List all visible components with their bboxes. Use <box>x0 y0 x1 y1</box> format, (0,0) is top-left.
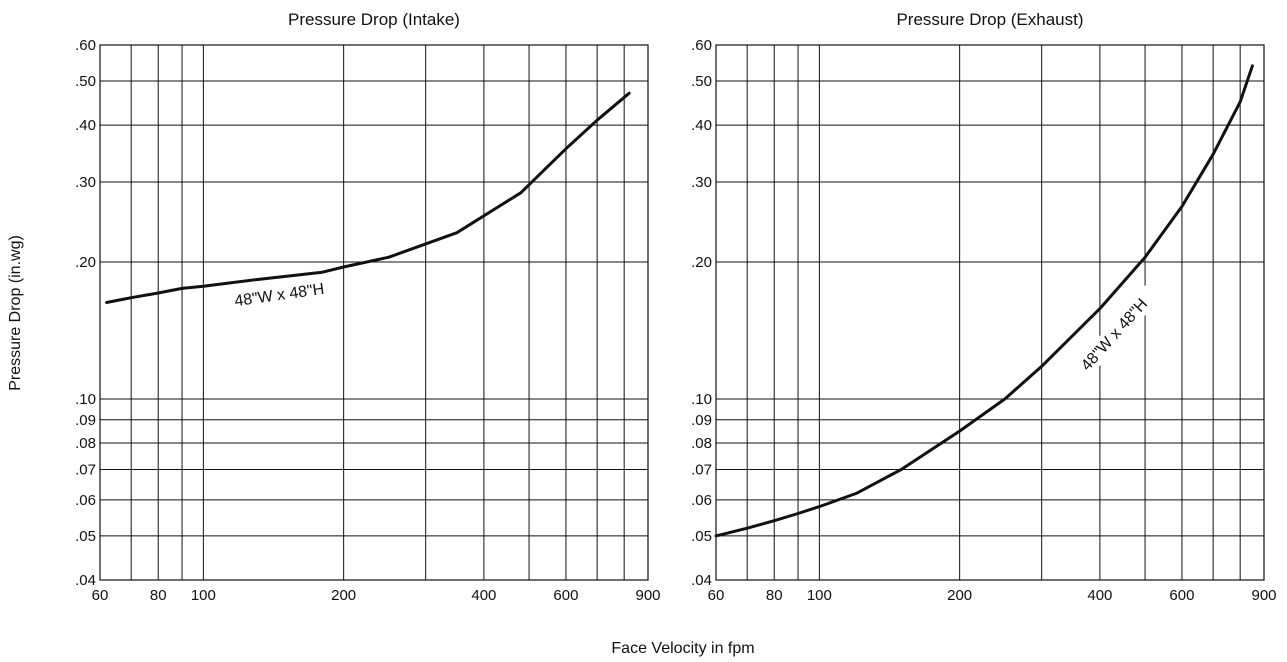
x-tick-label: 600 <box>1169 587 1194 604</box>
y-tick-label: .08 <box>75 435 96 452</box>
x-tick-label: 80 <box>150 587 167 604</box>
x-axis-label: Face Velocity in fpm <box>611 640 754 657</box>
y-tick-label: .50 <box>75 73 96 90</box>
y-tick-label: .60 <box>691 37 712 54</box>
intake-chart: Pressure Drop (Intake) 60 80 100 200 400 600 90… <box>75 10 660 604</box>
x-tick-label: 100 <box>807 587 832 604</box>
x-tick-label: 900 <box>635 587 660 604</box>
y-axis-label: Pressure Drop (in.wg) <box>7 235 24 391</box>
x-tick-label: 60 <box>708 587 725 604</box>
y-tick-label: .05 <box>691 528 712 545</box>
x-tick-label: 600 <box>553 587 578 604</box>
y-tick-label: .40 <box>691 117 712 134</box>
x-tick-label: 200 <box>947 587 972 604</box>
y-tick-label: .09 <box>691 412 712 429</box>
x-tick-label: 200 <box>331 587 356 604</box>
y-tick-label: .10 <box>691 391 712 408</box>
x-tick-label: 400 <box>1087 587 1112 604</box>
y-tick-label: .40 <box>75 117 96 134</box>
y-tick-label: .20 <box>75 254 96 271</box>
y-tick-label: .10 <box>75 391 96 408</box>
series-label: 48"W x 48"H <box>1078 296 1151 375</box>
plot-frame <box>99 44 649 581</box>
y-tick-label: .20 <box>691 254 712 271</box>
y-tick-label: .30 <box>75 174 96 191</box>
series-line <box>714 64 1254 538</box>
y-tick-label: .06 <box>691 492 712 509</box>
y-tick-label: .04 <box>75 572 96 589</box>
y-tick-label: .09 <box>75 412 96 429</box>
chart-title: Pressure Drop (Intake) <box>288 10 460 29</box>
chart-title: Pressure Drop (Exhaust) <box>896 10 1083 29</box>
exhaust-chart: Pressure Drop (Exhaust) 60 80 100 200 400 600 9… <box>691 10 1276 604</box>
series-line <box>105 91 631 304</box>
y-tick-label: .60 <box>75 37 96 54</box>
y-tick-label: .50 <box>691 73 712 90</box>
series-label-group: 48"W x 48"H <box>1068 284 1161 385</box>
series-label-backing <box>220 277 339 314</box>
y-tick-label: .07 <box>75 461 96 478</box>
x-tick-label: 80 <box>766 587 783 604</box>
plot-frame <box>715 44 1265 581</box>
x-tick-label: 100 <box>191 587 216 604</box>
x-tick-label: 60 <box>92 587 109 604</box>
y-tick-label: .07 <box>691 461 712 478</box>
x-tick-label: 900 <box>1251 587 1276 604</box>
y-tick-label: .06 <box>75 492 96 509</box>
series-label-backing <box>1068 284 1161 385</box>
y-tick-label: .04 <box>691 572 712 589</box>
x-tick-label: 400 <box>471 587 496 604</box>
y-tick-label: .30 <box>691 174 712 191</box>
y-tick-label: .05 <box>75 528 96 545</box>
y-tick-label: .08 <box>691 435 712 452</box>
